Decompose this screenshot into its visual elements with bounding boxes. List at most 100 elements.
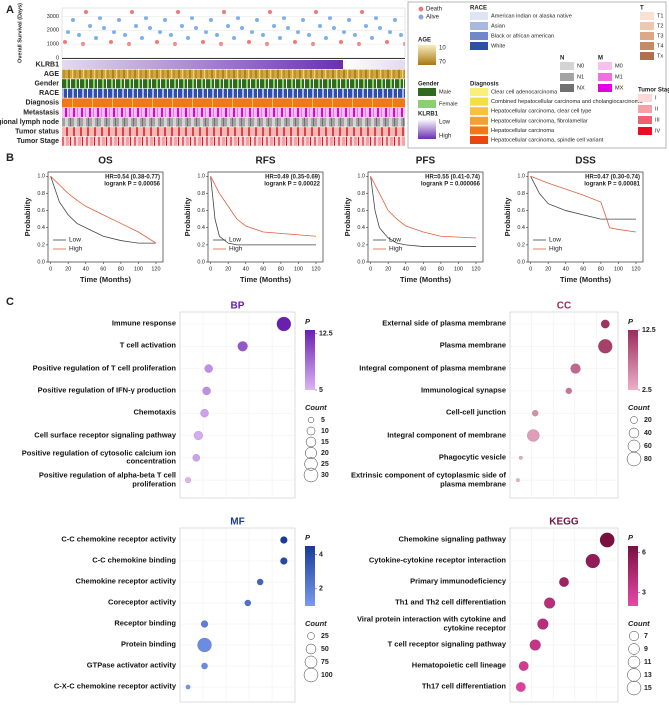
track <box>62 117 405 127</box>
dot <box>565 387 573 395</box>
legend-marker <box>418 6 424 12</box>
dot <box>529 639 541 651</box>
y-tick-label: 0.4 <box>357 225 365 231</box>
dot <box>200 620 209 628</box>
track <box>62 127 405 137</box>
legend-swatch <box>470 12 488 20</box>
y-tick-label: 0.0 <box>517 259 525 265</box>
size-legend-marker <box>305 436 317 448</box>
legend-label: Hepatocellular carcinoma, fibrolamellar <box>491 118 588 124</box>
plot-frame <box>179 311 296 499</box>
size-legend-marker <box>305 447 317 459</box>
colorbar-tick-label: 5 <box>319 387 323 394</box>
legend-title: P <box>628 317 634 326</box>
survival-plot-area <box>61 7 406 59</box>
chart-title: MF <box>230 517 244 528</box>
x-tick-label: 60 <box>580 266 586 272</box>
legend-swatch <box>560 73 574 81</box>
panel-label: A <box>6 4 14 16</box>
legend-title: RACE <box>470 6 487 12</box>
legend-title: Count <box>305 403 327 412</box>
track <box>62 108 405 117</box>
legend-title: M <box>598 56 603 62</box>
size-legend-label: 80 <box>644 456 652 463</box>
legend-label: Low <box>439 120 451 126</box>
chart-title: BP <box>231 301 245 312</box>
y-axis-label: Probability <box>183 197 192 237</box>
legend-title: N <box>560 56 564 62</box>
legend-title: T <box>640 6 644 12</box>
category-label: Integral component of plasma membrane <box>359 363 506 373</box>
legend-swatch <box>470 22 488 30</box>
x-tick-label: 80 <box>598 266 604 272</box>
size-legend-label: 40 <box>644 430 652 437</box>
legend-swatch <box>418 100 436 108</box>
y-tick-label: 0.2 <box>517 242 525 248</box>
size-legend-label: 20 <box>644 417 652 424</box>
track <box>62 88 405 98</box>
survival-curve <box>50 176 156 244</box>
colorbar <box>628 546 638 606</box>
legend-label: Asian <box>491 23 505 29</box>
category-label: Immunological synapse <box>420 385 506 395</box>
legend-label: II <box>655 106 659 112</box>
legend-label: 10 <box>439 46 446 52</box>
category-label: Receptor binding <box>114 618 176 628</box>
legend-swatch <box>470 42 488 50</box>
legend-swatch <box>638 127 652 135</box>
category-label: Th17 cell differentiation <box>421 681 506 691</box>
legend-label: I <box>655 95 657 101</box>
dot <box>197 637 212 653</box>
x-tick-label: 60 <box>100 266 106 272</box>
x-tick-label: 80 <box>278 266 284 272</box>
y-tick-label: 0.8 <box>517 191 525 197</box>
category-label: Positive regulation of alpha-beta T cell… <box>38 470 176 489</box>
legend-swatch <box>470 136 488 144</box>
size-legend-marker <box>306 426 316 436</box>
legend-swatch <box>418 88 436 96</box>
track-label: Tumor Stage <box>17 138 59 145</box>
size-legend-marker <box>627 439 641 453</box>
dot <box>192 453 201 462</box>
chart-title: KEGG <box>549 517 579 528</box>
legend-label: White <box>491 43 505 49</box>
dot <box>276 316 292 332</box>
size-legend-marker <box>627 668 641 682</box>
y-tick-label: 0.6 <box>517 208 525 214</box>
x-tick-label: 60 <box>260 266 266 272</box>
size-legend-label: 15 <box>644 685 652 692</box>
size-legend-label: 60 <box>644 443 652 450</box>
size-legend-marker <box>304 457 318 471</box>
x-tick-label: 80 <box>438 266 444 272</box>
size-legend-label: 5 <box>321 417 325 424</box>
legend-swatch <box>638 105 652 113</box>
dot <box>599 532 615 548</box>
size-legend-label: 100 <box>321 672 333 679</box>
track-label: Gender <box>34 81 59 88</box>
category-label: Cell-cell junction <box>445 407 506 417</box>
legend-label: American indian or alaska native <box>491 13 572 19</box>
dot <box>518 661 529 671</box>
hr-annotation: HR=0.49 (0.35-0.69) <box>265 175 320 181</box>
colorbar <box>305 330 315 390</box>
y-tick-label: 0.6 <box>357 208 365 214</box>
x-tick-label: 100 <box>454 266 463 272</box>
y-tick-label: 3000 <box>47 14 59 20</box>
legend-swatch <box>640 42 654 50</box>
x-tick-label: 100 <box>614 266 623 272</box>
x-tick-label: 40 <box>83 266 89 272</box>
category-label: Immune response <box>111 318 176 328</box>
size-legend-label: 9 <box>644 646 648 653</box>
dot <box>543 597 556 609</box>
size-legend-marker <box>305 643 317 655</box>
legend-marker <box>418 14 424 20</box>
legend-swatch <box>470 32 488 40</box>
legend-label: M0 <box>615 63 623 69</box>
legend-swatch <box>470 126 488 135</box>
legend-swatch <box>640 12 654 20</box>
category-label: Viral protein interaction with cytokine … <box>356 614 506 632</box>
x-tick-label: 20 <box>225 266 231 272</box>
category-label: Extrinsic component of cytoplasmic side … <box>350 470 506 489</box>
logrank-annotation: logrank P = 0.00056 <box>104 182 160 188</box>
